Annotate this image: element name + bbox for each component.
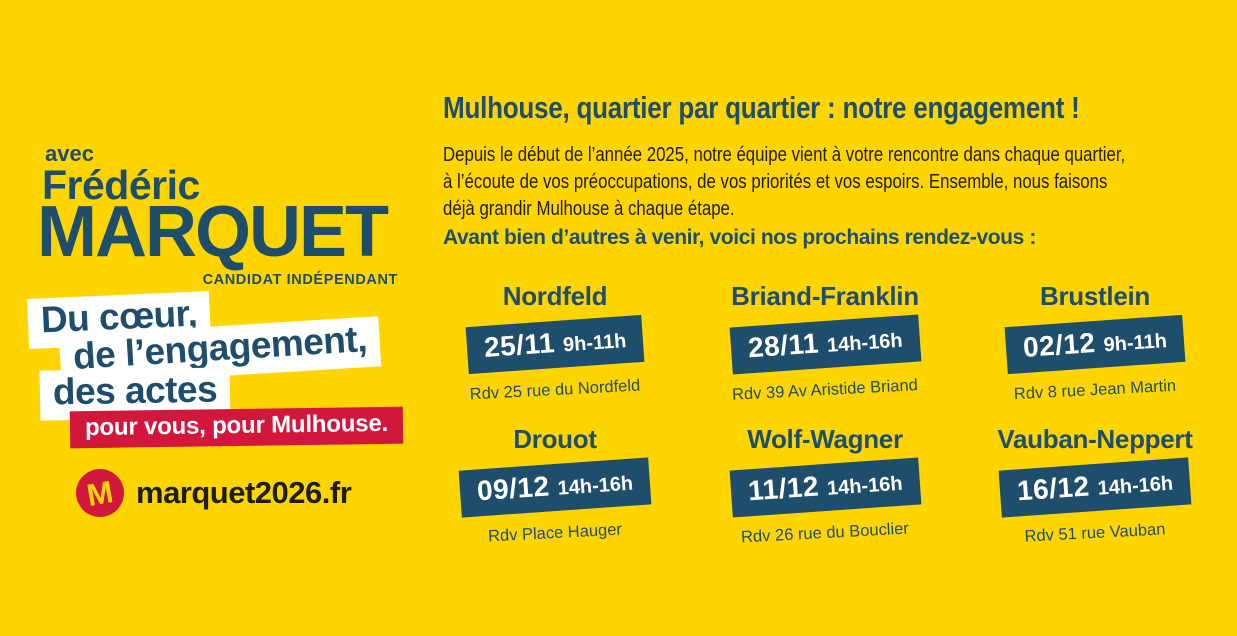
- candidate-first-name: Frédéric: [42, 162, 200, 208]
- candidate-subtitle: CANDIDAT INDÉPENDANT: [202, 272, 398, 288]
- event-time: 14h-16h: [556, 472, 634, 500]
- event-date: 11/12: [746, 470, 820, 507]
- campaign-website-url: marquet2026.fr: [136, 475, 352, 510]
- event-address: Rdv Place Hauger: [487, 520, 623, 546]
- event-card: Drouot 09/12 14h-16h Rdv Place Hauger: [424, 424, 686, 545]
- intro-line: déjà grandir Mulhouse à chaque étape.: [443, 197, 735, 220]
- event-date-box: 16/12 14h-16h: [998, 457, 1192, 518]
- event-date: 25/11: [482, 327, 556, 363]
- candidate-intro-word: avec: [45, 141, 94, 166]
- event-time: 9h-11h: [1102, 330, 1168, 357]
- event-date-box: 28/11 14h-16h: [729, 314, 921, 375]
- event-address: Rdv 8 rue Jean Martin: [1013, 376, 1177, 404]
- event-address: Rdv 26 rue du Bouclier: [740, 519, 910, 547]
- event-time: 14h-16h: [1096, 472, 1174, 500]
- event-address: Rdv 51 rue Vauban: [1024, 520, 1166, 546]
- candidate-last-name: MARQUET: [37, 192, 389, 272]
- event-district-name: Brustlein: [1040, 281, 1150, 311]
- event-card: Nordfeld 25/11 9h-11h Rdv 25 rue du Nordf…: [424, 281, 686, 403]
- event-district-name: Vauban-Neppert: [997, 424, 1193, 454]
- event-date-box: 09/12 14h-16h: [458, 457, 652, 518]
- event-district-name: Briand-Franklin: [731, 281, 919, 311]
- intro-line: Depuis le début de l’année 2025, notre é…: [443, 143, 1126, 166]
- event-date: 28/11: [746, 327, 820, 364]
- events-grid: Nordfeld 25/11 9h-11h Rdv 25 rue du Nordf…: [424, 281, 1226, 546]
- event-district-name: Wolf-Wagner: [747, 424, 903, 454]
- intro-paragraph: Depuis le début de l’année 2025, notre é…: [443, 141, 1125, 222]
- events-subheading: Avant bien d’autres à venir, voici nos p…: [443, 226, 1036, 249]
- event-date-box: 25/11 9h-11h: [465, 314, 645, 375]
- event-address: Rdv 25 rue du Nordfeld: [469, 376, 641, 404]
- page-title: Mulhouse, quartier par quartier : notre …: [443, 90, 1080, 125]
- event-date-box: 11/12 14h-16h: [729, 457, 921, 518]
- intro-line: à l’écoute de vos préoccupations, de vos…: [443, 170, 1108, 193]
- event-time: 14h-16h: [826, 472, 903, 500]
- event-date: 09/12: [475, 470, 551, 507]
- event-time: 9h-11h: [562, 330, 627, 357]
- event-date: 16/12: [1015, 470, 1091, 507]
- logo-m-icon: M: [84, 473, 116, 513]
- event-date: 02/12: [1021, 327, 1097, 363]
- event-time: 14h-16h: [826, 329, 903, 357]
- slogan-tagline: pour vous, pour Mulhouse.: [69, 406, 404, 449]
- event-card: Brustlein 02/12 9h-11h Rdv 8 rue Jean Mar…: [964, 281, 1226, 403]
- event-district-name: Nordfeld: [502, 281, 608, 311]
- event-card: Vauban-Neppert 16/12 14h-16h Rdv 51 rue V…: [964, 424, 1226, 546]
- event-address: Rdv 39 Av Aristide Briand: [731, 376, 919, 404]
- event-card: Wolf-Wagner 11/12 14h-16h Rdv 26 rue du B…: [694, 424, 956, 546]
- event-district-name: Drouot: [513, 424, 597, 454]
- campaign-logo: M: [76, 469, 124, 517]
- event-date-box: 02/12 9h-11h: [1004, 314, 1186, 375]
- event-card: Briand-Franklin 28/11 14h-16h Rdv 39 Av A…: [694, 281, 956, 404]
